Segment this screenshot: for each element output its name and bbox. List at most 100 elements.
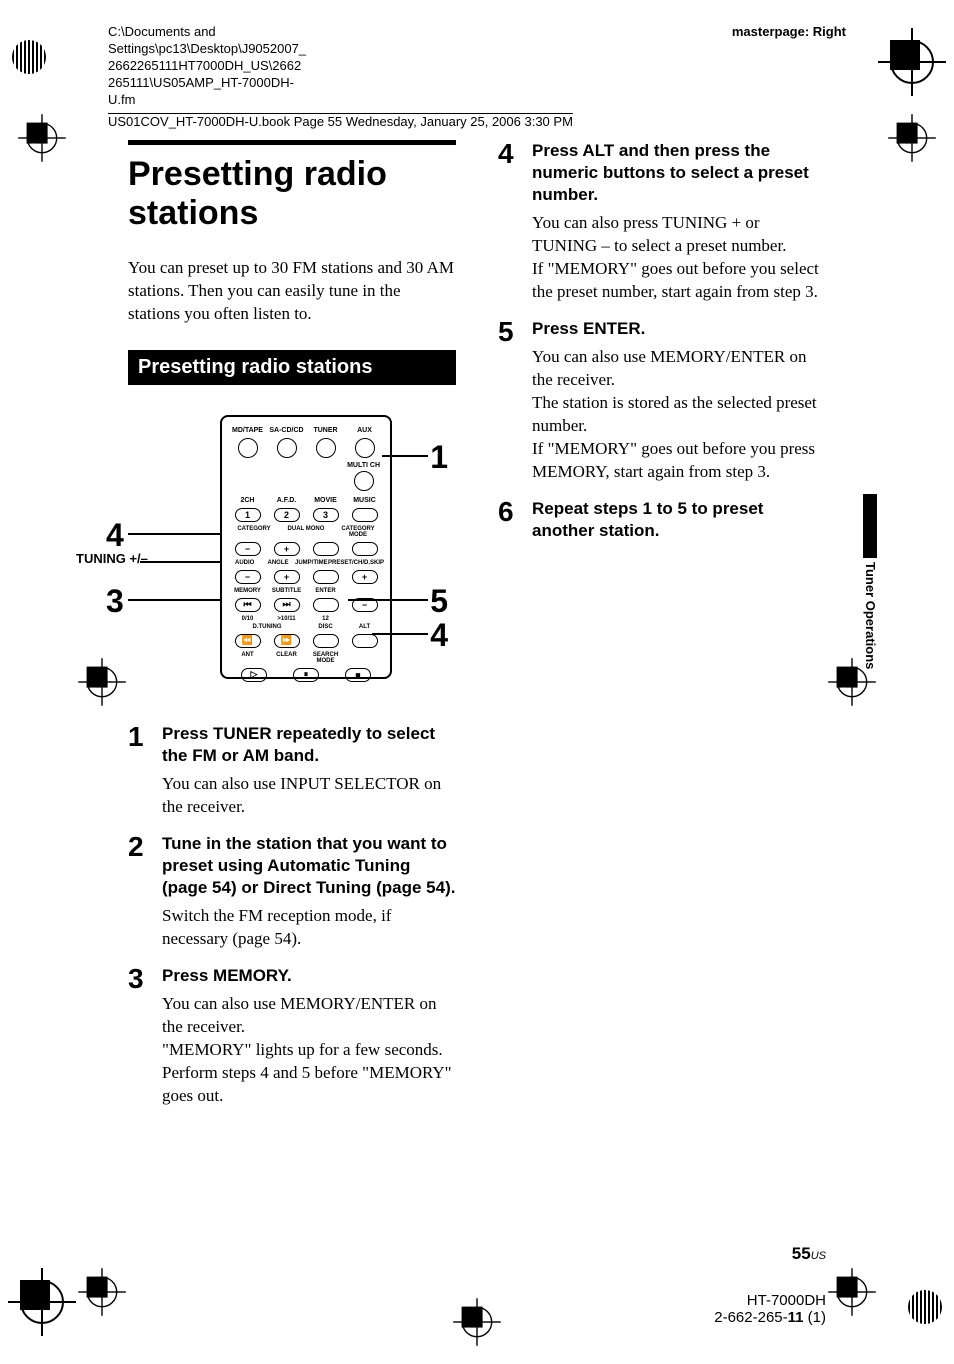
lbl-memory: MEMORY <box>228 588 267 594</box>
partno: 2-662-265- <box>714 1309 787 1326</box>
content: Presetting radio stations You can preset… <box>128 140 826 1284</box>
remote-pill <box>352 634 378 648</box>
step-text: You can also use MEMORY/ENTER on the rec… <box>162 993 456 1108</box>
step-head: Press ALT and then press the numeric but… <box>532 140 826 206</box>
remote-pill: + <box>352 570 378 584</box>
remote-pill <box>313 570 339 584</box>
lbl-ant: ANT <box>228 652 267 664</box>
left-column: Presetting radio stations You can preset… <box>128 140 456 1122</box>
btn-mdtape: MD/TAPE <box>228 427 267 434</box>
remote-btn <box>355 438 375 458</box>
page-number: 55US <box>714 1244 826 1264</box>
reg-mark-bl <box>20 1280 64 1324</box>
lbl-blank2 <box>345 616 384 622</box>
lbl-angle: ANGLE <box>261 560 294 566</box>
lbl-dtuning: D.TUNING <box>228 624 306 630</box>
lbl-audio: AUDIO <box>228 560 261 566</box>
page-num: 55 <box>792 1244 811 1263</box>
step-head: Press TUNER repeatedly to select the FM … <box>162 723 456 767</box>
remote-pill: − <box>235 570 261 584</box>
step-num: 6 <box>498 498 532 548</box>
side-tab-text: Tuner Operations <box>863 562 878 669</box>
step-6: 6 Repeat steps 1 to 5 to preset another … <box>498 498 826 548</box>
remote-pill: 2 <box>274 508 300 522</box>
step-text: Switch the FM reception mode, if necessa… <box>162 905 456 951</box>
step-num: 4 <box>498 140 532 304</box>
remote-diagram: MD/TAPE SA-CD/CD TUNER AUX MULTI CH <box>128 405 456 705</box>
intro-text: You can preset up to 30 FM stations and … <box>128 257 456 326</box>
reg-mark-bottom <box>462 1307 493 1338</box>
lbl-search: SEARCH MODE <box>306 652 345 664</box>
lbl-1011: >10/11 <box>267 616 306 622</box>
pause-btn: ⏸ <box>293 668 319 682</box>
reg-mark-left <box>27 123 58 154</box>
step-head: Press ENTER. <box>532 318 826 340</box>
reg-mark-rightmid <box>837 667 868 698</box>
lbl-music: MUSIC <box>345 497 384 504</box>
callout-line <box>348 599 428 601</box>
step-num: 5 <box>498 318 532 484</box>
remote-pill: ⏩ <box>274 634 300 648</box>
step-num: 3 <box>128 965 162 1108</box>
callout-line <box>140 561 220 563</box>
reg-mark-leftbot <box>87 1277 118 1308</box>
reg-mark-rightbot <box>837 1277 868 1308</box>
remote-pill: ⏪ <box>235 634 261 648</box>
remote-btn <box>316 438 336 458</box>
remote-pill: ⏮ <box>235 598 261 612</box>
reg-mark-right <box>897 123 928 154</box>
model: HT-7000DH <box>747 1292 826 1309</box>
callout-3: 3 <box>106 583 124 620</box>
callout-line <box>128 533 220 535</box>
step-head: Tune in the station that you want to pre… <box>162 833 456 899</box>
remote-pill: − <box>235 542 261 556</box>
remote-btn <box>354 471 374 491</box>
step-5: 5 Press ENTER. You can also use MEMORY/E… <box>498 318 826 484</box>
lbl-movie: MOVIE <box>306 497 345 504</box>
title-rule <box>128 140 456 145</box>
step-text: You can also use MEMORY/ENTER on the rec… <box>532 346 826 484</box>
partsuffix: (1) <box>804 1309 827 1326</box>
header-path: C:\Documents and Settings\pc13\Desktop\J… <box>108 24 308 108</box>
lbl-dual: DUAL MONO <box>280 526 332 538</box>
callout-line <box>128 599 220 601</box>
right-column: 4 Press ALT and then press the numeric b… <box>498 140 826 562</box>
remote-btn <box>277 438 297 458</box>
step-2: 2 Tune in the station that you want to p… <box>128 833 456 951</box>
lbl-disc: DISC <box>306 624 345 630</box>
step-num: 1 <box>128 723 162 819</box>
callout-1: 1 <box>430 439 448 476</box>
remote-pill: + <box>274 542 300 556</box>
lbl-category: CATEGORY <box>228 526 280 538</box>
step-num: 2 <box>128 833 162 951</box>
remote-pill <box>313 598 339 612</box>
multich-label: MULTI CH <box>347 462 380 469</box>
lbl-clear: CLEAR <box>267 652 306 664</box>
step-3: 3 Press MEMORY. You can also use MEMORY/… <box>128 965 456 1108</box>
lbl-subtitle: SUBTITLE <box>267 588 306 594</box>
header: C:\Documents and Settings\pc13\Desktop\J… <box>108 24 846 129</box>
callout-4: 4 <box>106 517 124 554</box>
step-text: You can also press TUNING + or TUNING – … <box>532 212 826 304</box>
header-bookline: US01COV_HT-7000DH-U.book Page 55 Wednesd… <box>108 112 846 129</box>
lbl-010: 0/10 <box>228 616 267 622</box>
steps-left: 1 Press TUNER repeatedly to select the F… <box>128 723 456 1108</box>
reg-mark-tr <box>890 40 934 84</box>
remote-pill: 3 <box>313 508 339 522</box>
step-head: Press MEMORY. <box>162 965 456 987</box>
remote-pill <box>352 542 378 556</box>
header-master: masterpage: Right <box>732 24 846 39</box>
lbl-preset: PRESET/CH/D.SKIP <box>328 560 384 566</box>
callout-line <box>382 455 428 457</box>
page-title: Presetting radio stations <box>128 155 456 233</box>
section-heading: Presetting radio stations <box>128 350 456 385</box>
btn-aux: AUX <box>345 427 384 434</box>
remote-pill: 1 <box>235 508 261 522</box>
remote-pill <box>313 634 339 648</box>
page-region: US <box>811 1250 826 1262</box>
btn-tuner: TUNER <box>306 427 345 434</box>
callout-4b: 4 <box>430 617 448 654</box>
step-1: 1 Press TUNER repeatedly to select the F… <box>128 723 456 819</box>
lbl-afd: A.F.D. <box>267 497 306 504</box>
reg-mark-leftmid <box>87 667 118 698</box>
